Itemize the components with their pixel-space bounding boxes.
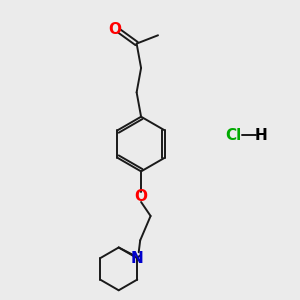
Text: O: O <box>108 22 122 37</box>
Text: H: H <box>255 128 268 142</box>
Text: Cl: Cl <box>225 128 241 142</box>
Text: N: N <box>131 251 144 266</box>
Text: O: O <box>135 190 148 205</box>
